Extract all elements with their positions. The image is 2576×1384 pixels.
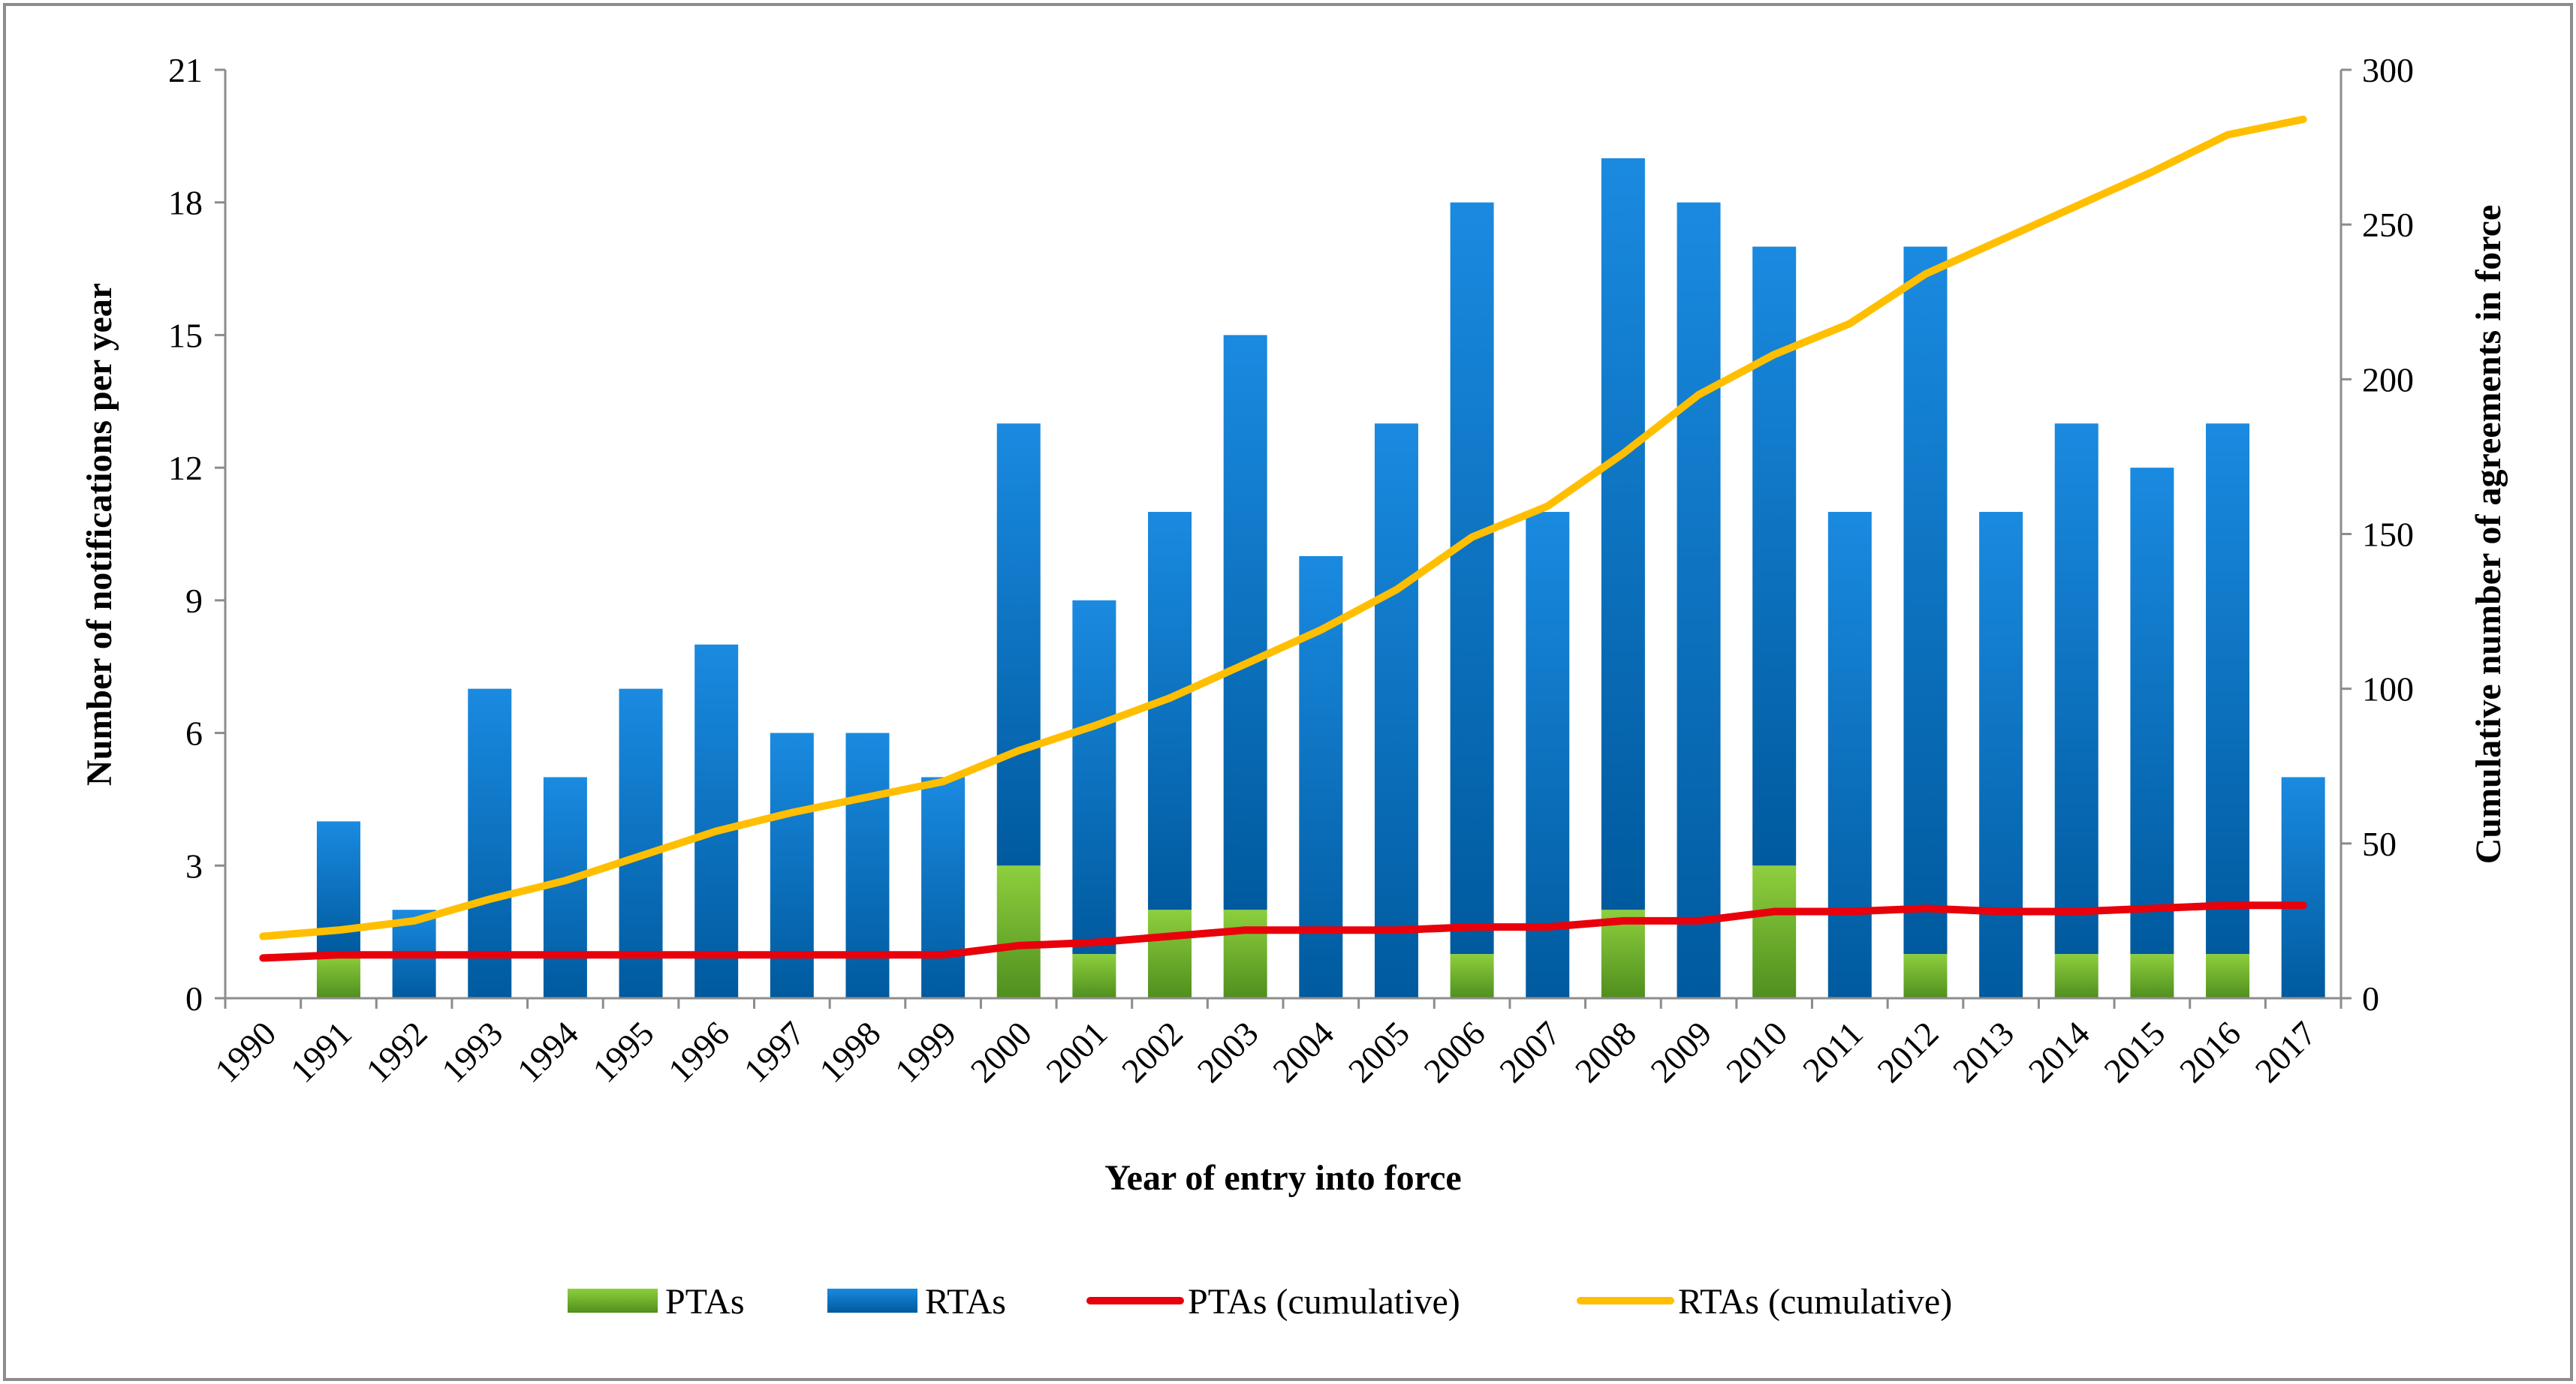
bar-rtas-2003 — [1223, 335, 1267, 910]
y-tick-label: 21 — [168, 51, 203, 89]
y-axis-title: Number of notifications per year — [80, 283, 119, 786]
y2-tick-label: 300 — [2362, 51, 2414, 89]
line-ptas-cumulative — [259, 901, 2307, 962]
bar-ptas-2003 — [1223, 910, 1267, 998]
bar-ptas-1991 — [316, 954, 360, 998]
y-tick-label: 3 — [185, 847, 203, 885]
y2-axis-title: Cumulative number of agreements in force — [2469, 205, 2508, 865]
y-tick-label: 6 — [185, 715, 203, 753]
bar-rtas-1996 — [694, 644, 739, 998]
bar-rtas-2010 — [1752, 246, 1797, 866]
y-tick-label: 15 — [168, 316, 203, 354]
bar-ptas-2006 — [1450, 954, 1494, 998]
y2-tick-label: 250 — [2362, 206, 2414, 244]
legend-rtas-swatch — [827, 1289, 917, 1313]
legend-ptas-label: PTAs — [665, 1282, 745, 1322]
legend-ptas-cumulative-label: PTAs (cumulative) — [1188, 1282, 1460, 1322]
y-tick-label: 9 — [185, 582, 203, 620]
bar-rtas-2006 — [1450, 202, 1494, 955]
bar-ptas-2015 — [2130, 954, 2174, 998]
bar-rtas-1993 — [468, 688, 512, 998]
y2-tick-label: 50 — [2362, 825, 2397, 863]
bar-rtas-2009 — [1677, 202, 1721, 998]
bar-rtas-2008 — [1601, 158, 1645, 910]
bar-rtas-2017 — [2281, 777, 2325, 998]
y2-tick-label: 150 — [2362, 516, 2414, 554]
legend-ptas-swatch — [568, 1289, 658, 1313]
bar-ptas-2002 — [1148, 910, 1192, 998]
bar-rtas-2015 — [2130, 468, 2174, 955]
y-tick-label: 12 — [168, 449, 203, 487]
legend-rtas-label: RTAs — [925, 1282, 1006, 1322]
bar-rtas-1995 — [619, 688, 663, 998]
x-axis-title: Year of entry into force — [1104, 1158, 1461, 1198]
bar-rtas-1999 — [921, 777, 966, 998]
bar-rtas-2011 — [1827, 512, 1872, 998]
bar-rtas-2016 — [2206, 423, 2250, 955]
bar-rtas-2000 — [996, 423, 1041, 866]
y-tick-label: 0 — [185, 979, 203, 1018]
bar-ptas-2016 — [2206, 954, 2250, 998]
bar-rtas-2002 — [1148, 512, 1192, 910]
bar-ptas-2012 — [1903, 954, 1948, 998]
bar-rtas-2012 — [1903, 246, 1948, 955]
bar-ptas-2014 — [2054, 954, 2098, 998]
bar-rtas-2013 — [1979, 512, 2023, 998]
bar-ptas-2010 — [1752, 865, 1797, 998]
bar-rtas-2001 — [1072, 600, 1116, 955]
bar-ptas-2001 — [1072, 954, 1116, 998]
y2-tick-label: 200 — [2362, 360, 2414, 399]
bar-ptas-2000 — [996, 865, 1041, 998]
bar-rtas-2007 — [1526, 512, 1570, 998]
bar-rtas-2014 — [2054, 423, 2098, 955]
legend-rtas-cumulative-label: RTAs (cumulative) — [1678, 1282, 1952, 1322]
line-rtas-cumulative — [259, 115, 2307, 940]
y2-tick-label: 0 — [2362, 979, 2379, 1018]
y-tick-label: 18 — [168, 184, 203, 222]
y2-tick-label: 100 — [2362, 670, 2414, 709]
bar-rtas-2005 — [1374, 423, 1418, 998]
